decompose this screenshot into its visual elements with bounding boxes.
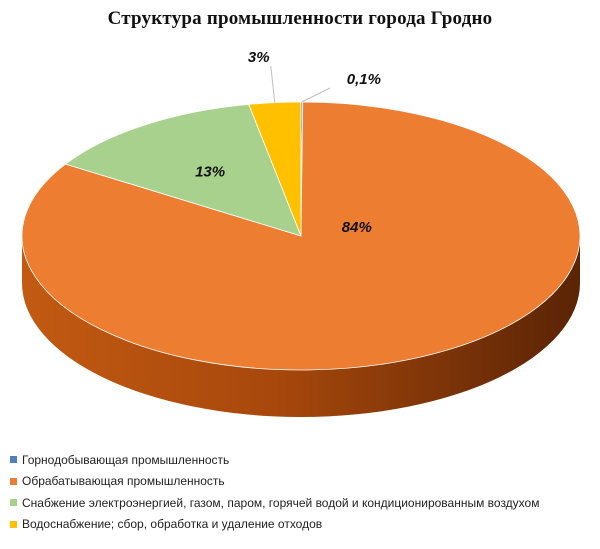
legend-label: Горнодобывающая промышленность <box>22 452 230 467</box>
pie-slices <box>21 101 581 371</box>
legend-label: Водоснабжение; сбор, обработка и удалени… <box>22 517 323 532</box>
legend: Горнодобывающая промышленность Обрабатыв… <box>10 449 595 535</box>
data-label-water-supply: 3% <box>248 49 270 66</box>
data-labels: 0,1% 84% 13% 3% <box>195 49 381 236</box>
legend-item-water-supply: Водоснабжение; сбор, обработка и удалени… <box>10 514 595 536</box>
data-label-energy-supply: 13% <box>195 164 225 181</box>
chart-title: Структура промышленности города Гродно <box>107 8 493 29</box>
data-label-mining: 0,1% <box>347 71 381 88</box>
legend-item-mining: Горнодобывающая промышленность <box>10 449 595 471</box>
leader-line-mining <box>301 87 331 103</box>
leader-lines <box>270 65 331 103</box>
legend-label: Снабжение электроэнергией, газом, паром,… <box>22 495 540 510</box>
legend-swatch <box>10 456 17 464</box>
legend-swatch <box>10 477 17 485</box>
legend-label: Обрабатывающая промышленность <box>22 474 225 489</box>
slice-side-manufacturing <box>22 236 580 417</box>
slice-water-supply <box>248 101 302 237</box>
legend-item-manufacturing: Обрабатывающая промышленность <box>10 471 595 493</box>
pie-depth <box>22 236 580 417</box>
legend-swatch <box>10 520 17 528</box>
data-label-manufacturing: 84% <box>342 219 372 236</box>
pie-chart: 0,1% 84% 13% 3% <box>21 49 581 417</box>
slice-energy-supply <box>64 103 302 237</box>
leader-line-water-supply <box>270 65 276 103</box>
legend-item-energy-supply: Снабжение электроэнергией, газом, паром,… <box>10 492 595 514</box>
legend-swatch <box>10 499 17 507</box>
